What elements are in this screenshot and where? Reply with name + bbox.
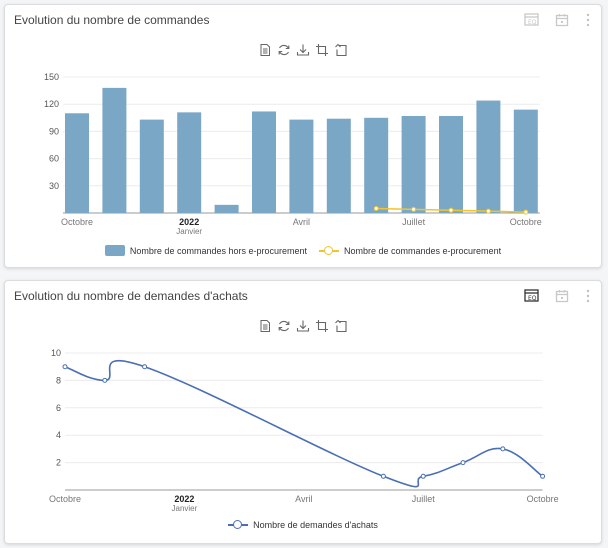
legend-item-bar-series[interactable]: Nombre de commandes hors e-procurement (104, 245, 307, 256)
x-tick-label: Avril (293, 217, 310, 227)
zoom-reset-icon[interactable] (334, 43, 348, 57)
series-line (64, 360, 544, 488)
bar (252, 111, 276, 213)
zoom-reset-icon[interactable] (334, 319, 348, 333)
more-options-icon[interactable] (583, 12, 593, 28)
bar (139, 119, 164, 213)
data-view-icon[interactable] (258, 43, 272, 57)
data-point (373, 205, 379, 211)
data-point (540, 473, 546, 479)
data-point (485, 208, 491, 214)
data-point (420, 473, 426, 479)
legend-item-line-series[interactable]: Nombre de commandes e-procurement (319, 245, 501, 256)
data-point (380, 473, 386, 479)
data-view-icon[interactable] (258, 319, 272, 333)
data-point (448, 207, 454, 213)
chart-toolbox (5, 43, 601, 57)
x-tick-label: Avril (295, 494, 312, 504)
bar (439, 115, 463, 213)
data-point (460, 460, 466, 466)
data-table-icon[interactable]: EQ (523, 12, 541, 28)
x-tick-label: 2022 (174, 494, 194, 504)
x-tick-label: Octobre (49, 494, 81, 504)
x-tick-sublabel: Janvier (176, 227, 202, 236)
bar (364, 117, 389, 213)
bar (326, 118, 351, 213)
legend-swatch (104, 245, 125, 256)
purchase-requests-chart-card: Evolution du nombre de demandes d'achats… (4, 280, 602, 544)
y-tick-label: 10 (51, 348, 61, 358)
bar (513, 109, 538, 213)
refresh-icon[interactable] (277, 319, 291, 333)
y-tick-label: 150 (44, 72, 59, 82)
zoom-select-icon[interactable] (315, 43, 329, 57)
legend-swatch (228, 519, 249, 530)
x-tick-sublabel: Janvier (172, 504, 198, 513)
y-tick-label: 90 (49, 126, 59, 136)
chart-legend: Nombre de commandes hors e-procurement N… (5, 245, 601, 256)
data-point (102, 377, 108, 383)
card-header-actions: EQ (523, 12, 593, 28)
y-tick-label: 60 (49, 154, 59, 164)
more-options-icon[interactable] (583, 288, 593, 304)
svg-text:EQ: EQ (528, 295, 537, 302)
legend-swatch (319, 245, 339, 256)
legend-label: Nombre de commandes e-procurement (344, 245, 502, 256)
x-tick-label: 2022 (179, 217, 199, 227)
data-table-icon[interactable]: EQ (523, 288, 541, 304)
x-tick-label: Octobre (527, 494, 559, 504)
bar (65, 113, 89, 213)
bar (177, 112, 202, 213)
zoom-select-icon[interactable] (315, 319, 329, 333)
data-point (142, 364, 148, 370)
chart-toolbox (5, 319, 601, 333)
legend-label: Nombre de commandes hors e-procurement (129, 245, 307, 256)
x-tick-label: Juillet (412, 494, 436, 504)
y-tick-label: 4 (56, 430, 61, 440)
bar (102, 87, 127, 213)
calendar-icon[interactable] (553, 288, 571, 304)
y-tick-label: 30 (49, 181, 59, 191)
refresh-icon[interactable] (277, 43, 291, 57)
bar (476, 100, 501, 213)
y-tick-label: 120 (44, 99, 59, 109)
x-tick-label: Octobre (61, 217, 93, 227)
legend-item-line-series[interactable]: Nombre de demandes d'achats (228, 519, 378, 530)
y-tick-label: 8 (56, 375, 61, 385)
card-header-actions: EQ (523, 288, 593, 304)
bar (289, 119, 314, 213)
bar (214, 204, 239, 213)
calendar-icon[interactable] (553, 12, 571, 28)
x-tick-label: Octobre (510, 217, 542, 227)
legend-label: Nombre de demandes d'achats (253, 519, 378, 530)
x-tick-label: Juillet (402, 217, 426, 227)
chart-legend: Nombre de demandes d'achats (5, 519, 601, 530)
bar (401, 115, 426, 213)
y-tick-label: 2 (56, 458, 61, 468)
svg-text:EQ: EQ (528, 19, 537, 26)
chart-title: Evolution du nombre de commandes (14, 13, 210, 27)
data-point (62, 364, 68, 370)
data-point (523, 209, 529, 215)
download-icon[interactable] (296, 43, 310, 57)
download-icon[interactable] (296, 319, 310, 333)
data-point (411, 206, 417, 212)
y-tick-label: 6 (56, 403, 61, 413)
orders-chart-card: Evolution du nombre de commandes EQ 30 60… (4, 4, 602, 268)
chart-title: Evolution du nombre de demandes d'achats (14, 289, 248, 303)
data-point (500, 446, 506, 452)
